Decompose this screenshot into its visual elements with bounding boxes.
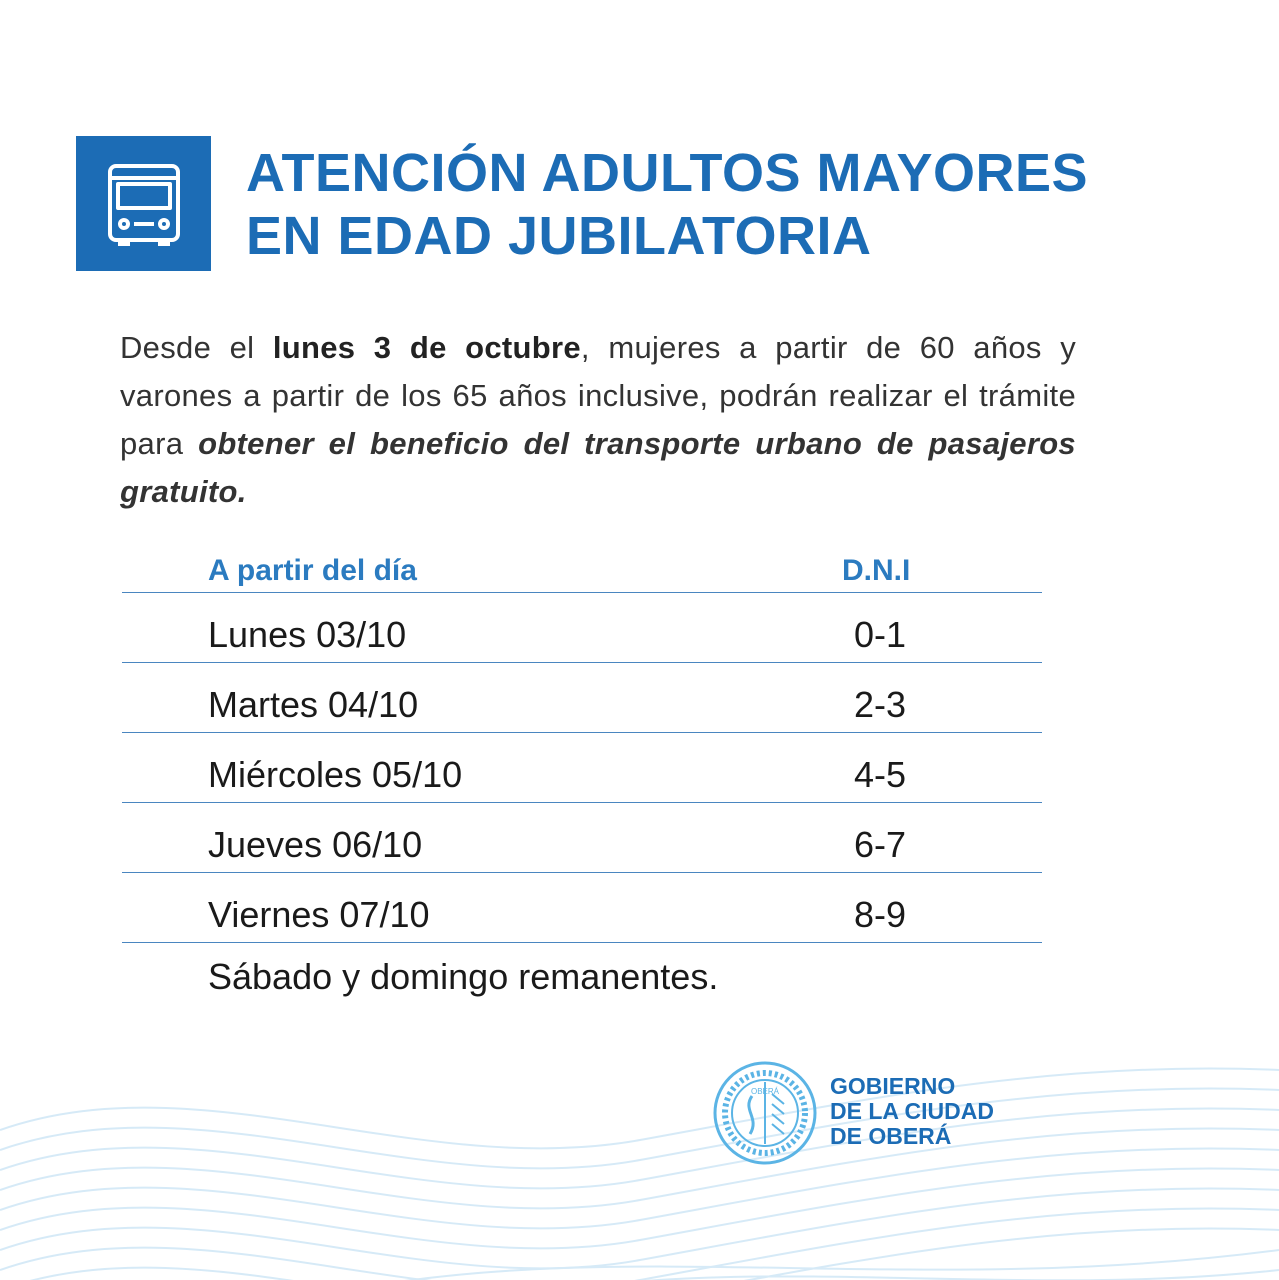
intro-text-2: , mujeres a partir de 60 años y varones … bbox=[120, 330, 1077, 461]
bus-icon-box bbox=[76, 136, 211, 271]
row-dni: 0-1 bbox=[854, 614, 907, 655]
bus-icon bbox=[108, 164, 180, 246]
table-header-row: A partir del día D.N.I bbox=[122, 546, 1042, 593]
header-dni: D.N.I bbox=[842, 554, 911, 587]
row-dni: 6-7 bbox=[854, 824, 907, 865]
row-day: Martes 04/10 bbox=[208, 684, 419, 725]
intro-benefit: obtener el beneficio del transporte urba… bbox=[120, 426, 1076, 509]
header-day: A partir del día bbox=[208, 554, 417, 587]
row-day: Miércoles 05/10 bbox=[208, 754, 463, 795]
gov-line-2: DE LA CIUDAD bbox=[830, 1098, 994, 1124]
seal-text: OBERÁ bbox=[751, 1087, 780, 1096]
row-dni: 8-9 bbox=[854, 894, 907, 935]
table-row: Miércoles 05/10 4-5 bbox=[122, 733, 1042, 803]
intro-paragraph: Desde el lunes 3 de octubre, mujeres a p… bbox=[120, 324, 1076, 516]
schedule-table: A partir del día D.N.I Lunes 03/10 0-1 M… bbox=[122, 546, 1042, 943]
city-seal-icon: OBERÁ bbox=[713, 1061, 817, 1165]
table-row: Jueves 06/10 6-7 bbox=[122, 803, 1042, 873]
intro-text-1: Desde el bbox=[120, 330, 273, 365]
gov-line-1: GOBIERNO bbox=[830, 1073, 956, 1099]
weekend-note: Sábado y domingo remanentes. bbox=[208, 956, 719, 997]
table-row: Lunes 03/10 0-1 bbox=[122, 593, 1042, 663]
row-day: Jueves 06/10 bbox=[208, 824, 423, 865]
intro-date: lunes 3 de octubre bbox=[272, 330, 581, 365]
page-title: ATENCIÓN ADULTOS MAYORES EN EDAD JUBILAT… bbox=[246, 142, 1206, 268]
row-day: Lunes 03/10 bbox=[208, 614, 407, 655]
table-row: Viernes 07/10 8-9 bbox=[122, 873, 1042, 943]
table-row: Martes 04/10 2-3 bbox=[122, 663, 1042, 733]
row-day: Viernes 07/10 bbox=[208, 894, 430, 935]
government-logo-text: GOBIERNO DE LA CIUDAD DE OBERÁ bbox=[830, 1074, 994, 1149]
title-line-1: ATENCIÓN ADULTOS MAYORES bbox=[246, 143, 1089, 203]
gov-line-3: DE OBERÁ bbox=[830, 1123, 952, 1149]
row-dni: 4-5 bbox=[854, 754, 907, 795]
title-line-2: EN EDAD JUBILATORIA bbox=[246, 206, 872, 266]
row-dni: 2-3 bbox=[854, 684, 907, 725]
